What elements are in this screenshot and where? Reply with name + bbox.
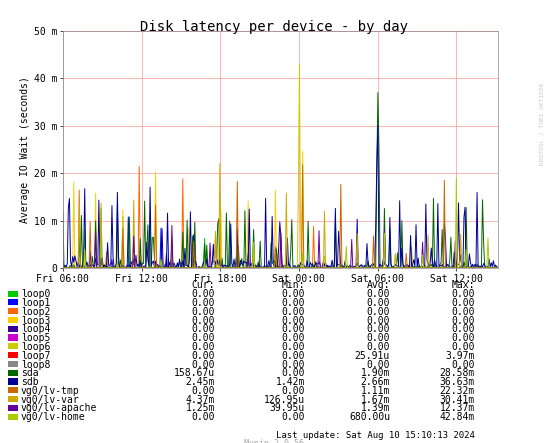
Text: 0.00: 0.00 xyxy=(451,342,475,352)
Bar xyxy=(8,405,18,411)
Text: 0.00: 0.00 xyxy=(451,324,475,334)
Text: Avg:: Avg: xyxy=(366,280,390,291)
Text: loop0: loop0 xyxy=(21,289,50,299)
Text: 0.00: 0.00 xyxy=(366,298,390,308)
Text: 0.00: 0.00 xyxy=(191,342,215,352)
Text: 25.91u: 25.91u xyxy=(355,351,390,361)
Bar xyxy=(8,326,18,332)
Text: loop6: loop6 xyxy=(21,342,50,352)
Text: sdb: sdb xyxy=(21,377,39,387)
Text: 0.00: 0.00 xyxy=(191,412,215,422)
Text: vg0/lv-tmp: vg0/lv-tmp xyxy=(21,386,80,396)
Text: loop1: loop1 xyxy=(21,298,50,308)
Bar xyxy=(8,317,18,323)
Bar xyxy=(8,308,18,314)
Text: loop3: loop3 xyxy=(21,315,50,326)
Text: 0.00: 0.00 xyxy=(191,333,215,343)
Text: 0.00: 0.00 xyxy=(191,360,215,369)
Text: 0.00: 0.00 xyxy=(191,351,215,361)
Bar xyxy=(8,299,18,306)
Text: 0.00: 0.00 xyxy=(366,307,390,317)
Text: 0.00: 0.00 xyxy=(366,360,390,369)
Text: 0.00: 0.00 xyxy=(191,386,215,396)
Text: 680.00u: 680.00u xyxy=(349,412,390,422)
Text: 0.00: 0.00 xyxy=(282,324,305,334)
Text: 1.90m: 1.90m xyxy=(360,368,390,378)
Text: vg0/lv-var: vg0/lv-var xyxy=(21,395,80,404)
Text: Disk latency per device - by day: Disk latency per device - by day xyxy=(139,20,408,34)
Text: 39.95u: 39.95u xyxy=(270,404,305,413)
Text: 0.00: 0.00 xyxy=(366,324,390,334)
Text: loop5: loop5 xyxy=(21,333,50,343)
Text: 0.00: 0.00 xyxy=(451,307,475,317)
Text: 1.39m: 1.39m xyxy=(360,404,390,413)
Text: 0.00: 0.00 xyxy=(282,360,305,369)
Text: 42.84m: 42.84m xyxy=(440,412,475,422)
Text: 126.95u: 126.95u xyxy=(264,395,305,404)
Text: 0.00: 0.00 xyxy=(451,298,475,308)
Bar xyxy=(8,413,18,420)
Text: 28.58m: 28.58m xyxy=(440,368,475,378)
Text: Min:: Min: xyxy=(282,280,305,291)
Bar xyxy=(8,387,18,393)
Text: vg0/lv-home: vg0/lv-home xyxy=(21,412,86,422)
Text: 0.00: 0.00 xyxy=(282,333,305,343)
Bar xyxy=(8,369,18,376)
Text: 0.00: 0.00 xyxy=(451,333,475,343)
Bar xyxy=(8,378,18,385)
Text: 1.11m: 1.11m xyxy=(360,386,390,396)
Bar xyxy=(8,396,18,402)
Text: 0.00: 0.00 xyxy=(451,360,475,369)
Text: sda: sda xyxy=(21,368,39,378)
Text: 0.00: 0.00 xyxy=(282,315,305,326)
Text: Last update: Sat Aug 10 15:10:13 2024: Last update: Sat Aug 10 15:10:13 2024 xyxy=(276,431,475,440)
Text: 0.00: 0.00 xyxy=(282,412,305,422)
Text: loop8: loop8 xyxy=(21,360,50,369)
Text: 1.25m: 1.25m xyxy=(185,404,215,413)
Text: 1.67m: 1.67m xyxy=(360,395,390,404)
Text: 0.00: 0.00 xyxy=(191,289,215,299)
Bar xyxy=(8,352,18,358)
Text: 1.42m: 1.42m xyxy=(276,377,305,387)
Text: 0.00: 0.00 xyxy=(282,298,305,308)
Text: 0.00: 0.00 xyxy=(282,351,305,361)
Bar xyxy=(8,361,18,367)
Text: 3.97m: 3.97m xyxy=(446,351,475,361)
Text: 4.37m: 4.37m xyxy=(185,395,215,404)
Bar xyxy=(8,343,18,350)
Text: 0.00: 0.00 xyxy=(451,315,475,326)
Text: 158.67u: 158.67u xyxy=(174,368,215,378)
Text: 0.00: 0.00 xyxy=(282,368,305,378)
Text: 0.00: 0.00 xyxy=(191,298,215,308)
Text: 30.41m: 30.41m xyxy=(440,395,475,404)
Text: 0.00: 0.00 xyxy=(451,289,475,299)
Text: 2.66m: 2.66m xyxy=(360,377,390,387)
Text: 12.37m: 12.37m xyxy=(440,404,475,413)
Text: vg0/lv-apache: vg0/lv-apache xyxy=(21,404,97,413)
Text: 0.00: 0.00 xyxy=(366,342,390,352)
Text: 2.45m: 2.45m xyxy=(185,377,215,387)
Bar xyxy=(8,334,18,341)
Text: Max:: Max: xyxy=(451,280,475,291)
Text: 0.00: 0.00 xyxy=(191,315,215,326)
Text: Cur:: Cur: xyxy=(191,280,215,291)
Y-axis label: Average IO Wait (seconds): Average IO Wait (seconds) xyxy=(20,76,30,223)
Text: Munin 2.0.56: Munin 2.0.56 xyxy=(243,439,304,443)
Text: 0.00: 0.00 xyxy=(282,386,305,396)
Text: 0.00: 0.00 xyxy=(282,289,305,299)
Text: loop2: loop2 xyxy=(21,307,50,317)
Text: loop4: loop4 xyxy=(21,324,50,334)
Text: 0.00: 0.00 xyxy=(366,315,390,326)
Text: 0.00: 0.00 xyxy=(282,342,305,352)
Text: 22.32m: 22.32m xyxy=(440,386,475,396)
Bar xyxy=(8,291,18,297)
Text: 0.00: 0.00 xyxy=(282,307,305,317)
Text: RRDTOOL / TOBI OETIKER: RRDTOOL / TOBI OETIKER xyxy=(539,83,544,165)
Text: 36.63m: 36.63m xyxy=(440,377,475,387)
Text: loop7: loop7 xyxy=(21,351,50,361)
Text: 0.00: 0.00 xyxy=(366,333,390,343)
Text: 0.00: 0.00 xyxy=(191,307,215,317)
Text: 0.00: 0.00 xyxy=(191,324,215,334)
Text: 0.00: 0.00 xyxy=(366,289,390,299)
